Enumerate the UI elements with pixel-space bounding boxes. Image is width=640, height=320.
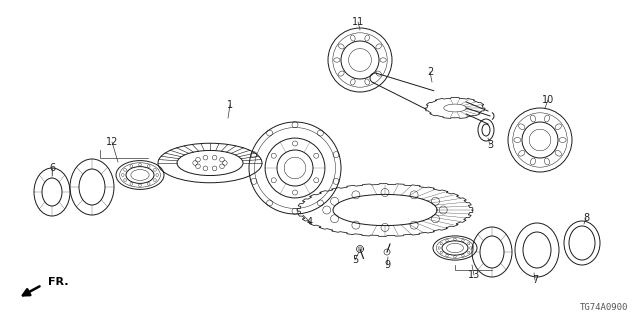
Text: 4: 4: [307, 217, 313, 227]
Text: TG74A0900: TG74A0900: [580, 303, 628, 312]
Text: 10: 10: [542, 95, 554, 105]
Text: 11: 11: [352, 17, 364, 27]
Text: 13: 13: [468, 270, 480, 280]
Text: 9: 9: [384, 260, 390, 270]
Text: 3: 3: [487, 140, 493, 150]
Text: 1: 1: [227, 100, 233, 110]
Text: 7: 7: [532, 275, 538, 285]
Text: 2: 2: [427, 67, 433, 77]
Text: 8: 8: [583, 213, 589, 223]
Text: 5: 5: [352, 255, 358, 265]
Text: 12: 12: [106, 137, 118, 147]
Text: FR.: FR.: [48, 277, 68, 287]
Text: 6: 6: [49, 163, 55, 173]
